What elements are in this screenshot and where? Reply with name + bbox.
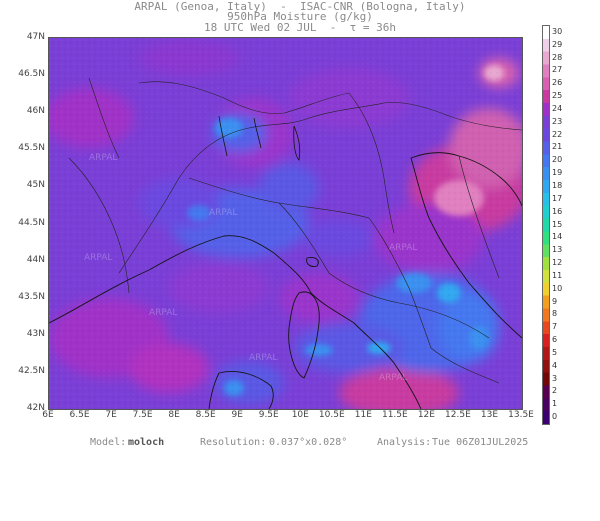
colorbar-label: 11: [552, 270, 563, 280]
colorbar-label: 27: [552, 65, 563, 75]
colorbar-label: 30: [552, 26, 563, 36]
longitude-label: 8E: [168, 410, 180, 420]
watermark: ARPAL: [84, 253, 113, 263]
colorbar-label: 12: [552, 258, 563, 268]
colorbar-label: 0: [552, 412, 558, 422]
header-line-1: ARPAL (Genoa, Italy) - ISAC-CNR (Bologna…: [134, 0, 466, 13]
colorbar-label: 1: [552, 399, 558, 409]
latitude-label: 45N: [26, 180, 45, 191]
latitude-label: 45.5N: [18, 143, 45, 154]
colorbar-label: 25: [552, 91, 563, 101]
colorbar-label: 13: [552, 245, 563, 255]
longitude-label: 9E: [231, 410, 243, 420]
watermark: ARPAL: [389, 243, 418, 253]
latitude-label: 44.5N: [18, 217, 45, 228]
colorbar-label: 16: [552, 206, 563, 216]
colorbar-label: 3: [552, 373, 558, 383]
colorbar-label: 8: [552, 309, 558, 319]
longitude-label: 13.5E: [508, 410, 534, 420]
header-line-3: 18 UTC Wed 02 JUL - τ = 36h: [203, 21, 397, 34]
colorbar-label: 17: [552, 193, 563, 203]
colorbar-label: 2: [552, 386, 558, 396]
colorbar: [542, 25, 550, 425]
watermark: ARPAL: [149, 308, 178, 318]
colorbar-label: 4: [552, 360, 558, 370]
latitude-label: 47N: [26, 32, 45, 42]
longitude-label: 8.5E: [195, 410, 216, 420]
model-value: moloch: [128, 437, 165, 448]
colorbar-label: 22: [552, 129, 563, 139]
longitude-label: 10.5E: [318, 410, 345, 420]
latitude-label: 46N: [26, 106, 45, 117]
latitude-label: 46.5N: [18, 69, 45, 80]
moisture-field: [49, 38, 522, 409]
colorbar-label: 18: [552, 180, 563, 190]
longitude-label: 7E: [105, 410, 117, 420]
watermark: ARPAL: [379, 373, 408, 383]
longitude-label: 11.5E: [381, 410, 408, 420]
colorbar-label: 14: [552, 232, 563, 242]
watermark: ARPAL: [209, 208, 238, 218]
colorbar-label: 29: [552, 39, 563, 49]
latitude-label: 42N: [26, 403, 45, 413]
longitude-label: 9.5E: [258, 410, 279, 420]
moisture-map: ARPAL ARPAL ARPAL ARPAL ARPAL ARPAL ARPA…: [48, 37, 523, 410]
colorbar-label: 7: [552, 322, 558, 332]
colorbar-label: 26: [552, 78, 563, 88]
colorbar-label: 15: [552, 219, 563, 229]
model-label: Model:: [90, 437, 127, 448]
latitude-label: 43N: [26, 328, 45, 339]
colorbar-label: 20: [552, 155, 563, 165]
analysis-value: Tue 06Z01JUL2025: [432, 437, 529, 448]
longitude-label: 13E: [480, 410, 499, 420]
colorbar-label: 19: [552, 168, 563, 178]
longitude-label: 7.5E: [132, 410, 153, 420]
latitude-label: 42.5N: [18, 365, 45, 376]
longitude-label: 6.5E: [69, 410, 90, 420]
longitude-label: 11E: [354, 410, 372, 420]
colorbar-label: 24: [552, 103, 563, 113]
borders: [68, 77, 522, 384]
colorbar-label: 9: [552, 296, 558, 306]
coastlines: [49, 152, 522, 409]
resolution-value: 0.037°x0.028°: [269, 437, 348, 448]
watermark: ARPAL: [89, 153, 118, 163]
colorbar-label: 10: [552, 283, 563, 293]
colorbar-label: 23: [552, 116, 563, 126]
field-texture: [49, 38, 522, 409]
watermark: ARPAL: [249, 353, 278, 363]
latitude-label: 44N: [26, 254, 45, 265]
longitude-label: 12.5E: [445, 410, 471, 420]
longitude-label: 12E: [417, 410, 435, 420]
colorbar-label: 6: [552, 335, 558, 345]
analysis-label: Analysis:: [377, 437, 432, 448]
resolution-label: Resolution:: [200, 437, 267, 448]
colorbar-label: 5: [552, 347, 558, 357]
longitude-label: 10E: [291, 410, 309, 420]
longitude-label: 6E: [42, 410, 54, 420]
footer: Model: moloch Resolution: 0.037°x0.028° …: [0, 437, 600, 449]
latitude-label: 43.5N: [18, 291, 45, 302]
lakes: [218, 115, 301, 161]
colorbar-label: 21: [552, 142, 563, 152]
header-line-2: 950hPa Moisture (g/kg): [227, 10, 373, 23]
colorbar-label: 28: [552, 52, 563, 62]
